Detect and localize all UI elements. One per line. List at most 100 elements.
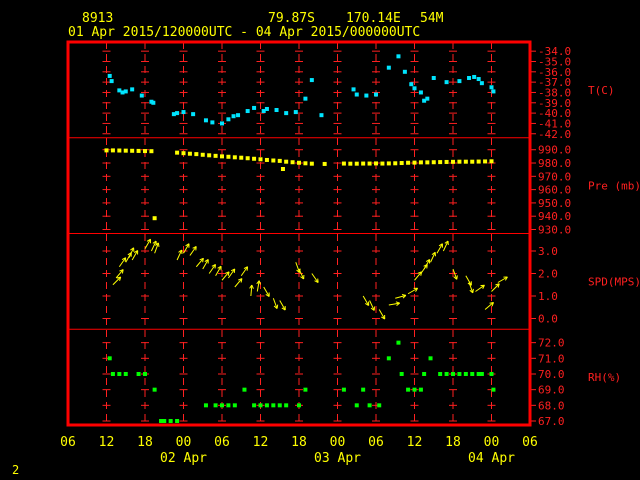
wind-arrow [311, 273, 319, 283]
rh-point [226, 403, 231, 408]
pressure-point [252, 156, 257, 161]
rh-point [303, 387, 308, 392]
pressure-point [303, 161, 308, 166]
temp-point [491, 89, 496, 94]
wind-arrow-head [469, 289, 474, 294]
wind-arrow-head [456, 275, 458, 280]
wind-arrow [215, 265, 222, 277]
pressure-point [258, 157, 263, 162]
temp-point [181, 110, 186, 115]
wind-arrow-head [444, 240, 449, 244]
wind-arrow [115, 269, 124, 279]
temp-point [120, 90, 125, 95]
pressure-point [104, 148, 109, 153]
wind-arrow [430, 251, 436, 263]
wind-arrow [378, 309, 386, 320]
temp-point [412, 86, 417, 91]
wind-arrow-head [185, 243, 190, 247]
wind-arrow-head [495, 283, 500, 286]
station-elevation: 54M [420, 11, 444, 26]
wind-arrow-shaft [442, 240, 449, 252]
temp-point [123, 89, 128, 94]
wind-arrow-head [417, 271, 422, 274]
wind-arrow-head [199, 257, 204, 261]
rh-point [168, 419, 173, 423]
wind-arrow [475, 284, 485, 292]
rh-point [297, 403, 301, 408]
rh-point [213, 403, 218, 408]
wind-arrow-head [370, 307, 375, 311]
rh-point [341, 387, 346, 392]
pressure-point [438, 160, 443, 165]
rh-point [220, 403, 224, 408]
wind-arrow-head [491, 302, 494, 307]
y-tick-label: -42.0 [538, 128, 571, 141]
wind-arrow-head [130, 247, 134, 251]
temp-point [374, 92, 378, 97]
wind-arrow-head [472, 288, 474, 293]
temp-point [236, 113, 241, 118]
rh-point [242, 387, 247, 392]
station-id: 8913 [82, 11, 113, 26]
wind-arrow-head [273, 305, 278, 309]
rh-point [284, 403, 289, 408]
temp-point [351, 87, 356, 92]
wind-arrow-head [431, 251, 436, 256]
pressure-point [213, 153, 218, 158]
rh-point [491, 387, 496, 392]
pressure-point [280, 167, 285, 172]
wind-arrow [176, 249, 183, 261]
pressure-point [374, 161, 378, 166]
wind-arrow-head [438, 243, 443, 247]
pressure-point [284, 159, 289, 164]
pressure-point [290, 160, 295, 165]
wind-arrow-shaft [131, 250, 139, 261]
y-tick-label: 70.0 [538, 368, 565, 381]
y-tick-label: -34.0 [538, 45, 571, 58]
wind-arrow-shaft [118, 257, 127, 268]
pressure-point [483, 159, 488, 164]
temp-point [175, 111, 180, 116]
wind-arrow [221, 271, 230, 281]
pressure-point [463, 159, 468, 164]
wind-arrow-head [396, 302, 400, 306]
rh-point [418, 387, 423, 392]
data-layer [104, 54, 508, 423]
wind-arrow-shaft [395, 294, 407, 299]
rh-point [159, 419, 164, 423]
rh-point [271, 403, 276, 408]
pressure-point [207, 153, 212, 158]
pressure-point [220, 154, 224, 159]
y-tick-label: 3.0 [538, 245, 558, 258]
temp-point [117, 88, 122, 93]
wind-arrow [362, 295, 370, 306]
temp-point [457, 79, 462, 84]
wind-arrow-shaft [295, 262, 301, 273]
temp-point [402, 69, 407, 74]
wind-arrow-shaft [112, 276, 122, 286]
temp-point [319, 113, 324, 118]
wind-arrow-shaft [279, 300, 286, 311]
wind-arrow-head [265, 294, 270, 297]
y-tick-label: 940.0 [538, 210, 571, 223]
temp-point [203, 118, 208, 123]
grid-layer [68, 42, 536, 425]
y-tick-label: 980.0 [538, 157, 571, 170]
wind-arrow-shaft [407, 287, 418, 295]
wind-arrow-shaft [484, 302, 494, 310]
x-tick-label: 00 [484, 435, 500, 450]
x-tick-label: 12 [407, 435, 423, 450]
temp-point [210, 120, 215, 125]
pressure-point [341, 161, 346, 166]
wind-arrow-shaft [208, 264, 216, 274]
y-tick-label: -37.0 [538, 76, 571, 89]
wind-arrow-head [204, 259, 209, 262]
y-tick-label: 930.0 [538, 224, 571, 237]
wind-arrow [256, 280, 261, 292]
wind-arrow-shaft [128, 247, 135, 258]
pressure-point [444, 159, 449, 164]
y-tick-label: -38.0 [538, 86, 571, 99]
rh-point [470, 371, 475, 376]
wind-arrow [369, 300, 375, 311]
